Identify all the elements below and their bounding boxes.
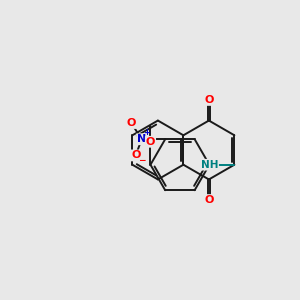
Text: O: O (131, 150, 140, 161)
Text: O: O (204, 95, 214, 105)
Text: O: O (146, 137, 155, 147)
Text: +: + (143, 128, 150, 137)
Text: −: − (139, 156, 146, 165)
Text: N: N (137, 134, 146, 144)
Text: O: O (204, 195, 214, 205)
Text: O: O (127, 118, 136, 128)
Text: NH: NH (201, 160, 218, 170)
